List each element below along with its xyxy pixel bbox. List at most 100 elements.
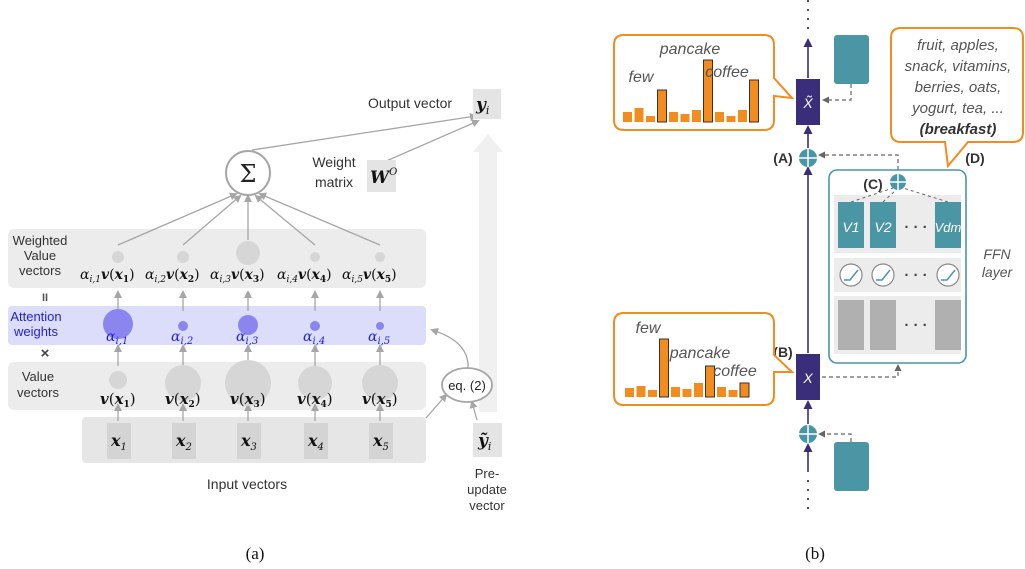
- weighted-terms: αi,1v(x1) αi,2v(x2) αi,3v(x3) αi,4v(x4) αi,5…: [80, 267, 397, 285]
- input-vectors-label: Input vectors: [207, 476, 287, 492]
- attention-term: αi,1: [106, 329, 128, 347]
- value-vector-2: [870, 202, 896, 248]
- x-vector-label: X: [802, 370, 813, 386]
- weight-matrix-symbol: WO: [370, 167, 397, 188]
- value-vector-1-label: V1: [842, 219, 859, 235]
- weighted-values-band: [8, 229, 426, 288]
- top-word-coffee: coffee: [705, 64, 749, 81]
- attention-dot-1: [103, 309, 133, 339]
- distribution-bar: [703, 59, 713, 123]
- attention-block-top: [834, 35, 869, 84]
- residual-arrow-shaft: [479, 152, 497, 412]
- value-dot-3: [225, 360, 271, 406]
- distribution-bar: [728, 390, 738, 397]
- attention-term: αi,5: [368, 329, 390, 347]
- bottom-distribution-bars: [625, 338, 750, 398]
- output-vector-box: [473, 89, 501, 119]
- weight-matrix-label-1: Weight: [312, 154, 355, 170]
- key-ellipsis: · · ·: [904, 317, 927, 334]
- distribution-bar: [669, 112, 678, 122]
- weighted-dot-5: [375, 252, 385, 262]
- value-vector-1: [838, 202, 864, 248]
- input-vector-symbol: x5: [372, 431, 389, 453]
- input-vector-box: [304, 423, 328, 459]
- input-vector-symbol: x3: [240, 431, 257, 453]
- ffn-sum-links: [850, 187, 949, 203]
- value-term: v(x1): [100, 390, 136, 410]
- concept-line-1: fruit, apples,: [917, 37, 999, 54]
- input-vector-boxes: x1 x2 x3 x4 x5: [107, 423, 393, 459]
- times-sign: ×: [41, 345, 50, 362]
- x-tilde-box: [796, 79, 820, 125]
- panel-a: Output vector yi Σ Weight matrix WO Weig…: [8, 89, 507, 563]
- weighted-term: αi,5v(x5): [342, 267, 397, 285]
- distribution-bar: [648, 390, 657, 397]
- eq2-node: [441, 367, 493, 403]
- concept-line-5: (breakfast): [920, 121, 997, 138]
- distribution-bar: [717, 387, 726, 397]
- caption-b: (b): [805, 544, 825, 563]
- eq2-label: eq. (2): [448, 378, 486, 393]
- distribution-bar: [738, 110, 747, 122]
- weighted-dot-3: [236, 241, 260, 265]
- attention-term: αi,3: [236, 329, 258, 347]
- distribution-bar: [659, 338, 669, 398]
- key-vector-2: [870, 300, 896, 350]
- top-word-few: few: [629, 69, 655, 86]
- x-tilde-label: X̃: [802, 95, 813, 111]
- activation-ellipsis: · · ·: [904, 267, 927, 284]
- label-c: (C): [863, 176, 882, 192]
- input-vector-box: [107, 423, 131, 459]
- label-a: (A): [773, 150, 792, 166]
- distribution-bar: [636, 386, 646, 397]
- plus-node-a: [799, 149, 817, 167]
- distribution-bar: [726, 116, 736, 122]
- value-label-2: vectors: [17, 385, 59, 400]
- attention-block-bottom: [834, 442, 869, 491]
- weight-matrix-label-2: matrix: [315, 174, 353, 190]
- ffn-label-2: layer: [982, 264, 1014, 280]
- value-vector-2-label: V2: [874, 219, 891, 235]
- input-vector-symbol: x1: [110, 431, 127, 453]
- concept-line-4: yogurt, tea, ...: [911, 100, 1004, 117]
- value-terms: v(x1) v(x2) v(x3) v(x4) v(x5): [100, 390, 398, 410]
- input-vector-box: [172, 423, 196, 459]
- top-word-pancake: pancake: [659, 41, 721, 58]
- key-vector-dm: [935, 300, 961, 350]
- weighted-term: αi,1v(x1): [80, 267, 135, 285]
- bottom-distribution-bubble: [613, 312, 795, 406]
- weighted-term: αi,3v(x3): [210, 267, 265, 285]
- attention-label-1: Attention: [10, 309, 61, 324]
- value-dot-5: [362, 365, 398, 401]
- input-vector-symbol: x2: [175, 431, 192, 453]
- value-dot-4: [298, 366, 332, 400]
- top-distribution-bars: [623, 59, 759, 123]
- distribution-bar: [705, 365, 715, 398]
- input-vector-box: [369, 423, 393, 459]
- weighted-label-1: Weighted: [13, 233, 68, 248]
- plus-node-bottom: [799, 425, 817, 443]
- weighted-dot-4: [310, 252, 320, 262]
- output-vector-symbol: yi: [475, 95, 489, 117]
- distribution-bar: [749, 79, 759, 123]
- panel-b: X X̃ V1 V: [613, 0, 1024, 563]
- label-d: (D): [965, 150, 984, 166]
- input-vector-box: [237, 423, 261, 459]
- concept-line-2: snack, vitamins,: [905, 58, 1012, 75]
- attention-weights-band: [8, 306, 426, 345]
- attention-terms: αi,1 αi,2 αi,3 αi,4 αi,5: [106, 329, 390, 347]
- distribution-bar: [739, 382, 750, 398]
- bottom-word-coffee: coffee: [713, 363, 757, 380]
- equals-sign: II: [42, 292, 48, 304]
- weighted-dot-2: [177, 251, 189, 263]
- label-b: (B): [773, 344, 792, 360]
- residual-arrow-head: [473, 134, 503, 152]
- attention-label-2: weights: [13, 324, 59, 339]
- weighted-dot-1: [112, 251, 124, 263]
- pre-update-label-3: vector: [469, 498, 505, 513]
- input-vector-symbol: x4: [307, 431, 324, 453]
- pre-update-box: [473, 423, 502, 457]
- concept-bubble: [890, 27, 1024, 169]
- distribution-bar: [625, 388, 634, 397]
- value-vector-dm: [935, 202, 961, 248]
